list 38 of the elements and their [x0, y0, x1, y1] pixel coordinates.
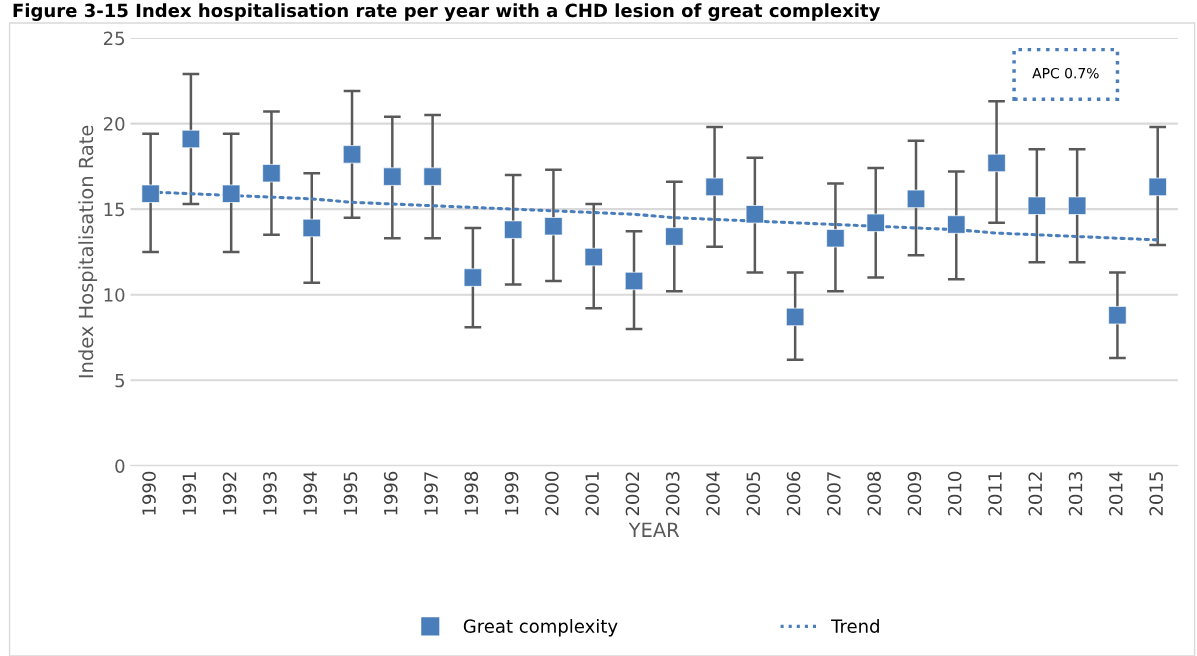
x-tick-label: 2010 [947, 471, 962, 516]
y-axis-title: Index Hospitalisation Rate [78, 125, 98, 378]
x-tick-label: 2013 [1068, 472, 1083, 516]
x-tick-label: 1994 [303, 471, 317, 515]
annotation: APC 0.7% [1032, 67, 1099, 79]
x-tick-label: 2015 [1149, 472, 1163, 516]
legend-label: Trend [831, 619, 879, 633]
x-tick-label: 2007 [827, 472, 841, 516]
x-tick-label: 2003 [665, 472, 680, 516]
x-tick-label: 2004 [706, 471, 720, 516]
x-tick-label: 2001 [585, 472, 599, 516]
y-tick-label: 0 [115, 459, 125, 473]
x-tick-label: 1996 [383, 471, 398, 515]
x-tick-label: 2012 [1028, 472, 1043, 516]
y-tick-label: 5 [115, 373, 125, 388]
x-tick-label: 2009 [907, 471, 922, 516]
x-tick-label: 1997 [424, 472, 438, 515]
x-tick-label: 2011 [988, 472, 1002, 516]
x-tick-label: 1992 [222, 472, 237, 515]
x-tick-label: 2000 [545, 471, 559, 516]
x-tick-label: 2014 [1109, 471, 1123, 516]
x-tick-label: 1999 [504, 471, 519, 515]
x-tick-label: 2005 [746, 472, 761, 516]
legend-label: Great complexity [463, 619, 618, 637]
x-tick-label: 1990 [142, 471, 156, 515]
x-tick-label: 1991 [182, 472, 197, 515]
x-tick-label: 1993 [263, 472, 277, 515]
y-tick-label: 10 [104, 288, 125, 302]
x-tick-label: 2002 [625, 472, 640, 516]
x-tick-label: 1995 [343, 472, 358, 515]
y-tick-label: 15 [104, 202, 125, 217]
y-tick-label: 20 [103, 117, 125, 131]
x-tick-label: 2008 [867, 471, 881, 516]
chart-title: Figure 3-15 Index hospitalisation rate per year with a CHD lesion of great complexity [13, 3, 881, 21]
x-axis-title: YEAR [628, 522, 680, 537]
y-tick-label: 25 [103, 31, 125, 46]
x-tick-label: 2006 [786, 471, 801, 516]
x-tick-label: 1998 [464, 471, 479, 515]
